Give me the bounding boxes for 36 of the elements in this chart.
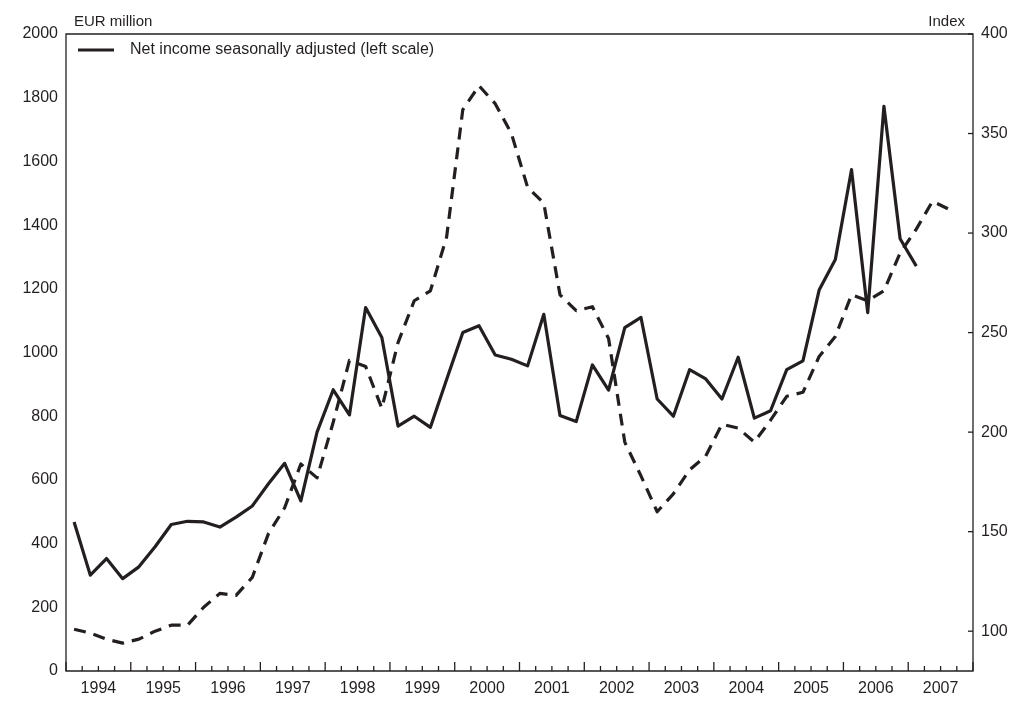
y-tick-label: 1000	[22, 342, 59, 360]
x-tick-label: 2004	[728, 679, 765, 697]
x-tick-label: 2002	[598, 679, 635, 697]
y-tick-label: 1400	[22, 215, 59, 233]
y2-tick-label: 200	[981, 422, 1008, 440]
x-tick-label: 2001	[534, 679, 570, 697]
x-tick-label: 2003	[663, 679, 700, 697]
y-tick-label: 1200	[22, 279, 59, 297]
y-tick-label: 0	[49, 661, 59, 679]
y-tick-label: 1600	[22, 151, 59, 169]
y-tick-label: 1800	[22, 88, 59, 106]
x-tick-label: 1997	[274, 679, 311, 697]
y2-tick-label: 250	[981, 323, 1008, 340]
y2-tick-label: 400	[981, 24, 1008, 42]
legend-label: Net income seasonally adjusted (left scale)	[130, 40, 435, 58]
x-tick-label: 2000	[469, 679, 506, 697]
y2-tick-label: 350	[981, 123, 1008, 141]
x-tick-label: 2005	[793, 679, 829, 697]
x-tick-label: 2006	[858, 679, 894, 697]
y-tick-label: 2000	[22, 24, 59, 42]
y2-axis-title: Index	[928, 11, 966, 29]
x-tick-label: 1995	[145, 679, 182, 697]
y-tick-label: 800	[31, 406, 59, 424]
x-tick-label: 2007	[922, 679, 959, 697]
line-series	[72, 84, 951, 645]
y2-tick-label: 300	[981, 223, 1008, 241]
y2-tick-label: 150	[981, 522, 1008, 540]
y-tick-label: 600	[31, 470, 59, 488]
y-tick-label: 400	[31, 534, 59, 552]
y2-tick-label: 100	[981, 621, 1008, 639]
x-tick-label: 1998	[339, 679, 376, 697]
x-tick-label: 1999	[404, 679, 441, 697]
y-axis-title: EUR million	[74, 11, 153, 29]
x-tick-label: 1994	[80, 679, 117, 697]
y-tick-label: 200	[31, 597, 59, 615]
x-tick-label: 1996	[210, 679, 246, 697]
